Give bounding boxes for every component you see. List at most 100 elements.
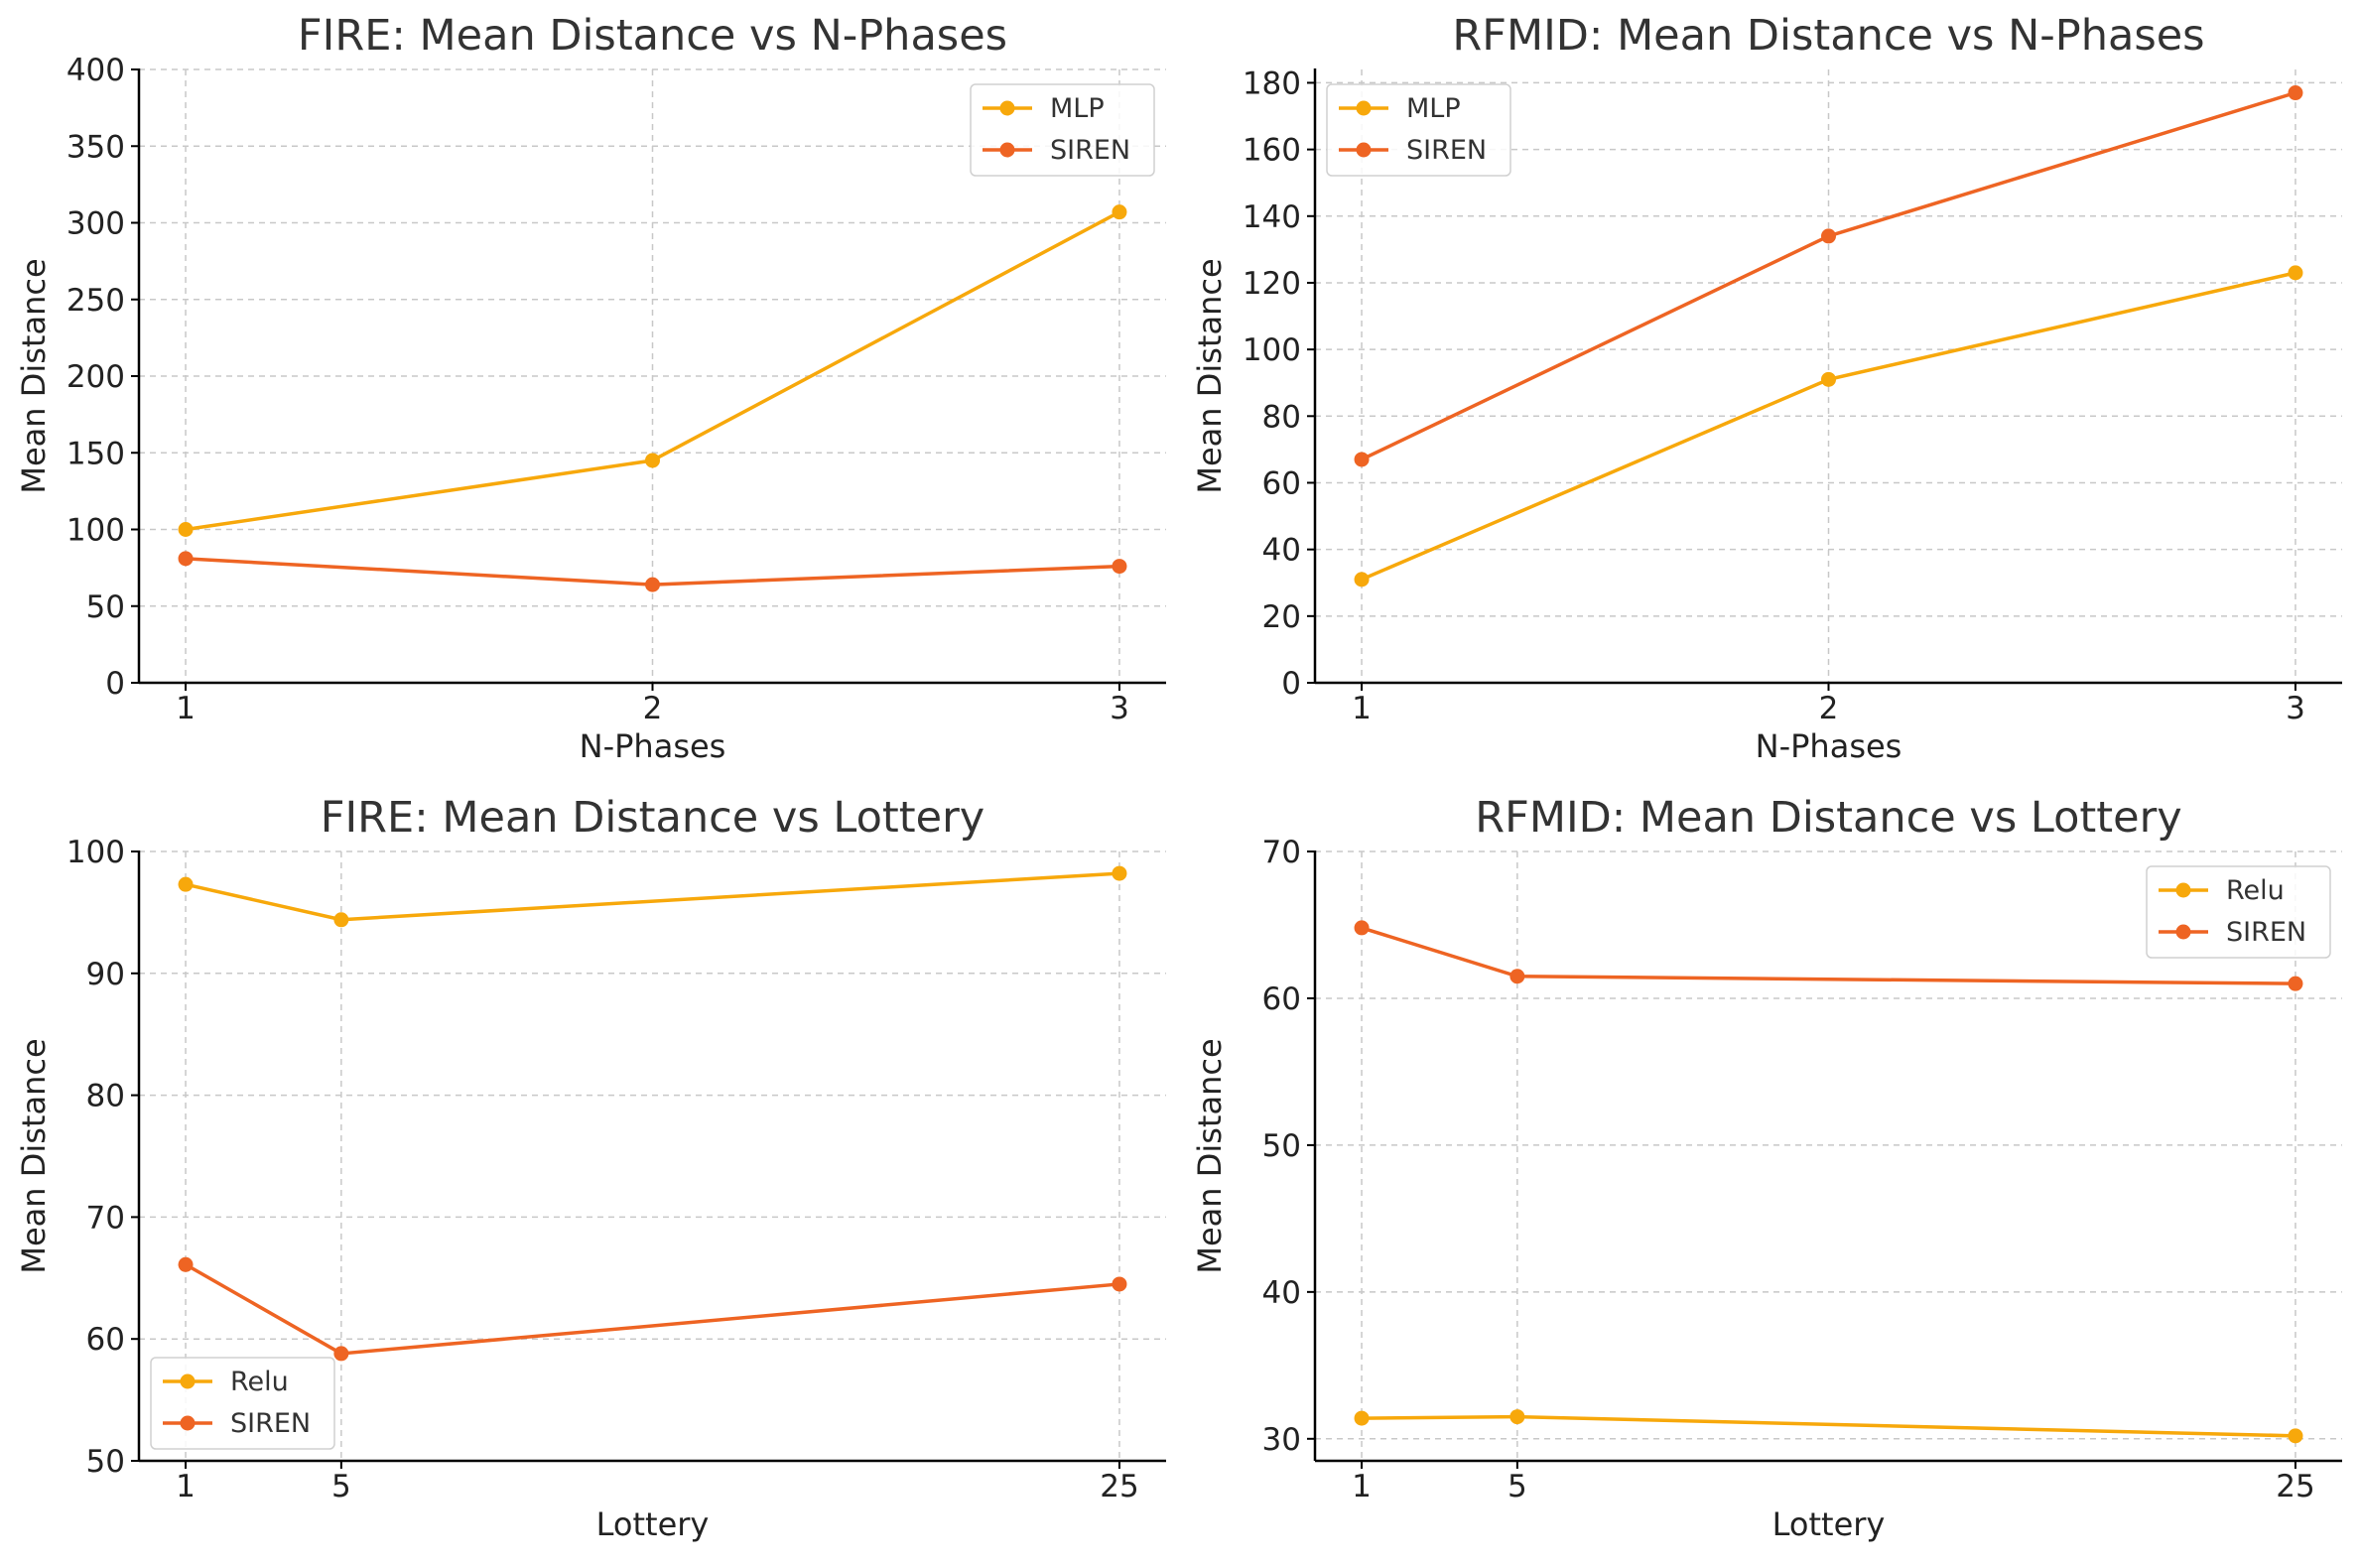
y-tick-label: 80 xyxy=(1262,399,1301,435)
y-tick-label: 100 xyxy=(66,513,125,549)
y-tick-label: 50 xyxy=(86,1444,125,1480)
legend-swatch-marker xyxy=(180,1373,196,1389)
y-axis-label: Mean Distance xyxy=(1191,258,1229,493)
chart-title: FIRE: Mean Distance vs Lottery xyxy=(321,793,984,843)
x-tick-label: 1 xyxy=(176,691,196,726)
data-point-mlp xyxy=(2288,265,2303,281)
x-axis-label: N-Phases xyxy=(1756,727,1902,765)
y-tick-label: 80 xyxy=(86,1079,125,1114)
legend-label: SIREN xyxy=(2226,917,2306,948)
data-point-relu xyxy=(1509,1409,1525,1425)
y-tick-label: 160 xyxy=(1243,133,1301,169)
x-tick-label: 1 xyxy=(1352,1469,1372,1504)
y-tick-label: 180 xyxy=(1243,65,1301,101)
data-point-mlp xyxy=(178,522,194,537)
x-tick-label: 25 xyxy=(1100,1469,1138,1504)
chart-title: RFMID: Mean Distance vs N-Phases xyxy=(1452,11,2204,61)
series-line-relu xyxy=(185,871,1120,922)
x-axis-label: Lottery xyxy=(596,1505,710,1543)
legend-swatch-marker xyxy=(999,100,1015,116)
legend-label: SIREN xyxy=(230,1408,311,1439)
y-tick-label: 20 xyxy=(1262,599,1301,635)
legend-swatch-marker xyxy=(2175,924,2191,940)
x-tick-label: 1 xyxy=(176,1469,196,1504)
y-tick-label: 0 xyxy=(1281,666,1301,702)
y-tick-label: 100 xyxy=(66,835,125,870)
y-axis-label: Mean Distance xyxy=(15,258,53,493)
y-tick-label: 70 xyxy=(86,1200,125,1236)
legend-swatch-marker xyxy=(1356,100,1372,116)
y-tick-label: 300 xyxy=(66,206,125,242)
chart-title: FIRE: Mean Distance vs N-Phases xyxy=(298,11,1007,61)
y-tick-label: 400 xyxy=(66,53,125,88)
x-tick-label: 5 xyxy=(1508,1469,1527,1504)
y-tick-label: 200 xyxy=(66,359,125,395)
y-tick-label: 350 xyxy=(66,129,125,165)
chart-title: RFMID: Mean Distance vs Lottery xyxy=(1475,793,2182,843)
y-tick-label: 60 xyxy=(86,1322,125,1358)
data-point-siren xyxy=(178,551,194,567)
x-tick-label: 3 xyxy=(1110,691,1129,726)
x-tick-label: 25 xyxy=(2276,1469,2314,1504)
data-point-siren xyxy=(1821,228,1836,244)
data-point-siren xyxy=(2288,976,2303,991)
series-line-relu xyxy=(1362,1414,2295,1438)
data-point-mlp xyxy=(645,453,660,468)
y-tick-label: 250 xyxy=(66,283,125,319)
data-point-relu xyxy=(333,912,349,928)
data-point-siren xyxy=(1112,1276,1127,1292)
data-point-siren xyxy=(1354,920,1370,936)
data-point-mlp xyxy=(1354,572,1370,588)
data-point-relu xyxy=(1112,865,1127,881)
data-point-siren xyxy=(1112,559,1127,575)
data-point-mlp xyxy=(1112,204,1127,220)
y-tick-label: 30 xyxy=(1262,1422,1301,1458)
data-point-siren xyxy=(178,1256,194,1272)
legend: MLP SIREN xyxy=(970,83,1155,177)
legend-label: MLP xyxy=(1406,93,1461,124)
data-point-relu xyxy=(1354,1410,1370,1426)
legend-swatch-marker xyxy=(1356,142,1372,158)
legend: Relu SIREN xyxy=(150,1357,335,1450)
data-point-siren xyxy=(333,1346,349,1362)
y-tick-label: 60 xyxy=(1262,981,1301,1017)
x-axis-label: N-Phases xyxy=(580,727,726,765)
legend-swatch-marker xyxy=(999,142,1015,158)
chart-panel-1: 0 50 100 150 200 250 300 350 400 1 2 3 FIRE: Mean Di… xyxy=(15,11,1166,765)
data-point-siren xyxy=(2288,85,2303,101)
y-tick-label: 100 xyxy=(1243,332,1301,368)
y-tick-label: 90 xyxy=(86,957,125,992)
legend: MLP SIREN xyxy=(1326,83,1511,177)
y-axis-label: Mean Distance xyxy=(15,1038,53,1273)
y-tick-label: 120 xyxy=(1243,266,1301,302)
y-tick-label: 60 xyxy=(1262,465,1301,501)
y-tick-label: 40 xyxy=(1262,533,1301,569)
legend-swatch-marker xyxy=(2175,882,2191,898)
data-point-mlp xyxy=(1821,371,1836,387)
y-axis-label: Mean Distance xyxy=(1191,1038,1229,1273)
x-tick-label: 3 xyxy=(2286,691,2305,726)
y-tick-label: 40 xyxy=(1262,1275,1301,1311)
data-point-siren xyxy=(645,577,660,592)
y-tick-label: 50 xyxy=(1262,1128,1301,1164)
legend-label: Relu xyxy=(2226,875,2285,906)
x-tick-label: 2 xyxy=(643,691,663,726)
y-tick-label: 0 xyxy=(105,666,125,702)
y-tick-label: 70 xyxy=(1262,835,1301,870)
legend-label: Relu xyxy=(230,1367,289,1397)
x-tick-label: 1 xyxy=(1352,691,1372,726)
series-line-siren xyxy=(185,1262,1120,1356)
data-point-siren xyxy=(1509,969,1525,984)
chart-panel-2: 0 20 40 60 80 100 120 140 160 180 1 2 3 RFMID: Mean D… xyxy=(1191,11,2342,765)
legend-swatch-marker xyxy=(180,1415,196,1431)
legend-label: SIREN xyxy=(1050,135,1130,166)
y-tick-label: 150 xyxy=(66,436,125,471)
legend-label: SIREN xyxy=(1406,135,1487,166)
x-tick-label: 2 xyxy=(1819,691,1839,726)
chart-panel-4: 30 40 50 60 70 1 5 25 RFMID: Mean Distance vs Lo… xyxy=(1191,793,2342,1543)
legend-label: MLP xyxy=(1050,93,1105,124)
data-point-relu xyxy=(178,876,194,892)
legend: Relu SIREN xyxy=(2146,865,2331,959)
x-tick-label: 5 xyxy=(331,1469,351,1504)
